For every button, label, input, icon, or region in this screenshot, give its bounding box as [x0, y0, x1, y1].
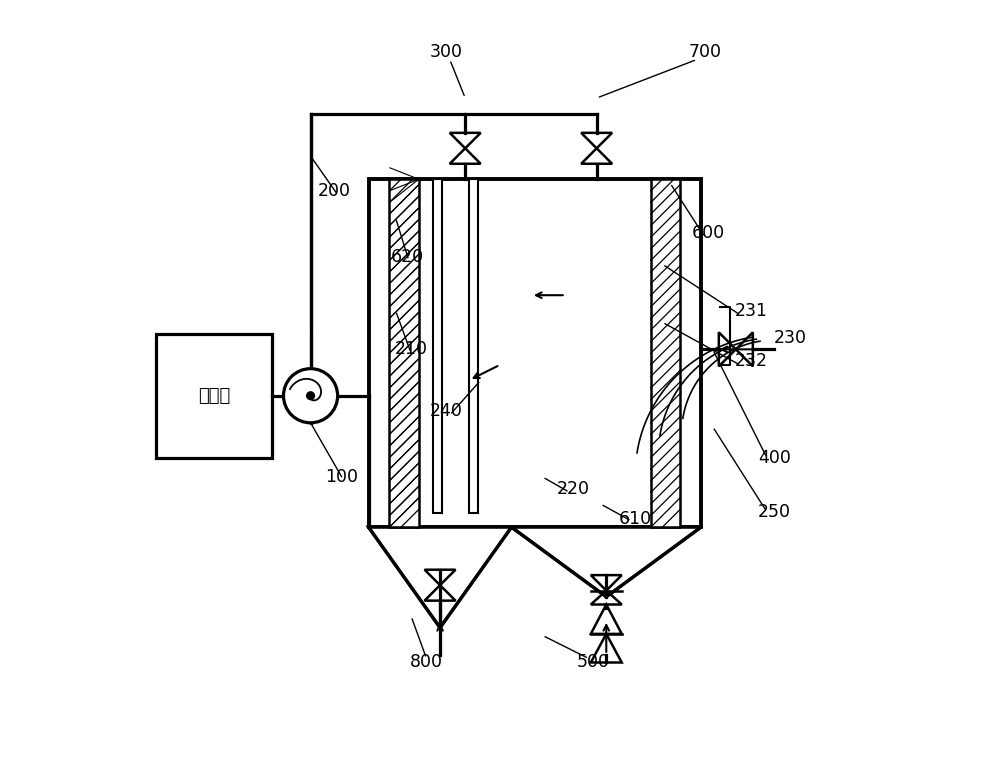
Bar [389, 179, 419, 527]
Text: 250: 250 [758, 503, 791, 521]
Text: 700: 700 [688, 43, 721, 61]
Text: 800: 800 [410, 653, 443, 671]
Polygon shape [369, 527, 512, 628]
Text: 100: 100 [325, 468, 358, 486]
Bar [369, 179, 701, 527]
Bar [433, 179, 442, 513]
Text: 231: 231 [735, 302, 768, 320]
Bar [651, 179, 680, 527]
Text: 600: 600 [692, 224, 725, 242]
Text: 620: 620 [391, 248, 424, 265]
Bar [469, 179, 478, 513]
Text: 400: 400 [758, 449, 791, 466]
Text: 232: 232 [735, 352, 768, 370]
Text: 贮液池: 贮液池 [198, 386, 230, 405]
Text: 210: 210 [395, 341, 428, 359]
Text: 240: 240 [429, 402, 462, 420]
Text: 500: 500 [576, 653, 609, 671]
Bar [156, 334, 272, 458]
Circle shape [283, 369, 338, 423]
Text: 610: 610 [619, 511, 652, 528]
Text: 300: 300 [429, 43, 462, 61]
Text: 230: 230 [773, 329, 806, 347]
Polygon shape [512, 527, 701, 597]
Circle shape [307, 392, 314, 400]
Text: 200: 200 [317, 182, 350, 200]
Text: 220: 220 [557, 480, 590, 497]
